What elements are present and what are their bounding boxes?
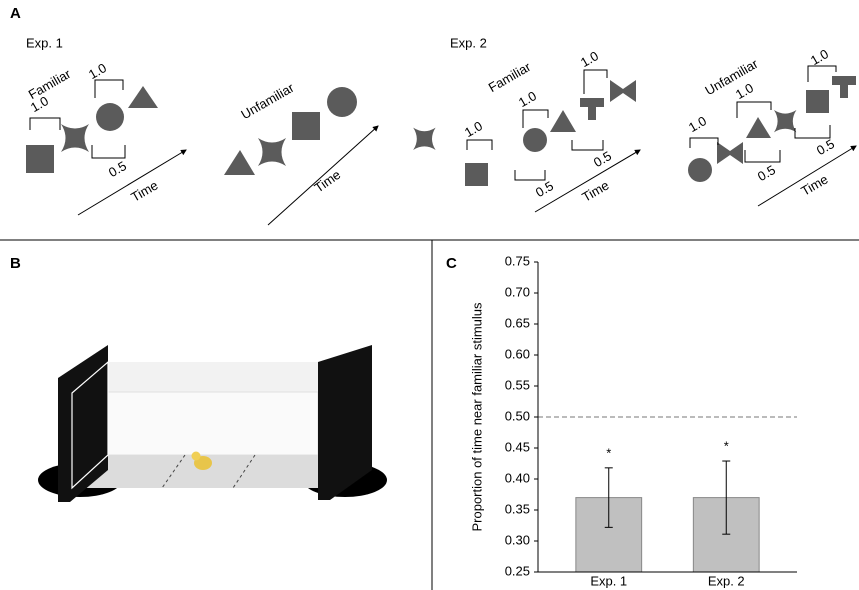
y-tick-label: 0.50 (505, 408, 530, 423)
interval-label: 0.5 (591, 148, 614, 170)
y-tick-label: 0.25 (505, 563, 530, 578)
bracket (572, 140, 603, 150)
sequence-label: Familiar (26, 66, 74, 102)
significance-marker: * (724, 438, 729, 453)
chick (192, 452, 201, 461)
shape (292, 112, 320, 140)
shape (224, 150, 255, 175)
exp-title: Exp. 1 (26, 35, 63, 50)
x-tick-label: Exp. 1 (590, 573, 627, 588)
y-tick-label: 0.30 (505, 532, 530, 547)
y-tick-label: 0.45 (505, 439, 530, 454)
shape (832, 76, 856, 98)
exp-title: Exp. 2 (450, 35, 487, 50)
front-wall (75, 392, 318, 455)
panel-c: C Proportion of time near familiar stimu… (446, 253, 797, 588)
time-label: Time (798, 171, 830, 198)
bracket (95, 80, 123, 98)
time-arrow (78, 150, 186, 215)
y-tick-label: 0.75 (505, 253, 530, 268)
panel-label: A (10, 5, 21, 22)
sequence-label: Familiar (486, 59, 534, 95)
shape (465, 163, 488, 186)
shape (327, 87, 357, 117)
bracket (515, 170, 545, 180)
y-tick-label: 0.60 (505, 346, 530, 361)
y-tick-label: 0.35 (505, 501, 530, 516)
shape (523, 128, 547, 152)
bracket (808, 66, 836, 82)
shape (61, 124, 89, 152)
y-tick-label: 0.55 (505, 377, 530, 392)
y-tick-label: 0.70 (505, 284, 530, 299)
interval-label: 0.5 (106, 158, 129, 180)
interval-label: 1.0 (808, 46, 831, 68)
bracket (92, 145, 125, 158)
interval-label: 0.5 (755, 162, 778, 184)
shape (610, 80, 636, 102)
sequence-label: Unfamiliar (238, 80, 297, 123)
shape (806, 90, 829, 113)
shape (550, 110, 576, 132)
panel-b: B (10, 255, 387, 502)
bracket (584, 70, 607, 94)
interval-label: 1.0 (578, 48, 601, 70)
shape (717, 142, 743, 164)
interval-label: 1.0 (733, 80, 756, 102)
back-wall (108, 362, 318, 392)
interval-label: 1.0 (516, 88, 539, 110)
interval-label: 1.0 (86, 60, 109, 82)
bracket (467, 140, 492, 150)
shape (688, 158, 712, 182)
interval-label: 0.5 (814, 136, 837, 158)
bracket (30, 118, 60, 130)
panel-a: A Exp. 1 Exp. 2 Familiar 1.0 1.0 0.5 Tim… (10, 5, 856, 225)
shape (96, 103, 124, 131)
figure: A Exp. 1 Exp. 2 Familiar 1.0 1.0 0.5 Tim… (0, 0, 859, 590)
interval-label: 1.0 (686, 113, 709, 135)
shape (580, 98, 604, 120)
interval-label: 1.0 (462, 118, 485, 140)
bracket (745, 150, 780, 162)
shape (128, 86, 158, 108)
bracket (737, 102, 771, 118)
significance-marker: * (606, 445, 611, 460)
y-axis-label: Proportion of time near familiar stimulu… (469, 302, 484, 532)
shape (258, 138, 286, 166)
x-tick-label: Exp. 2 (708, 573, 745, 588)
bracket (523, 110, 548, 128)
interval-label: 0.5 (533, 178, 556, 200)
shape (774, 110, 796, 132)
time-label: Time (311, 167, 343, 196)
shape (26, 145, 54, 173)
panel-label: C (446, 255, 457, 272)
y-tick-label: 0.65 (505, 315, 530, 330)
shape (746, 117, 771, 138)
time-label: Time (579, 177, 611, 204)
y-tick-label: 0.40 (505, 470, 530, 485)
bracket (690, 138, 718, 148)
panel-label: B (10, 255, 21, 272)
bracket (795, 125, 830, 138)
shape (413, 128, 435, 150)
